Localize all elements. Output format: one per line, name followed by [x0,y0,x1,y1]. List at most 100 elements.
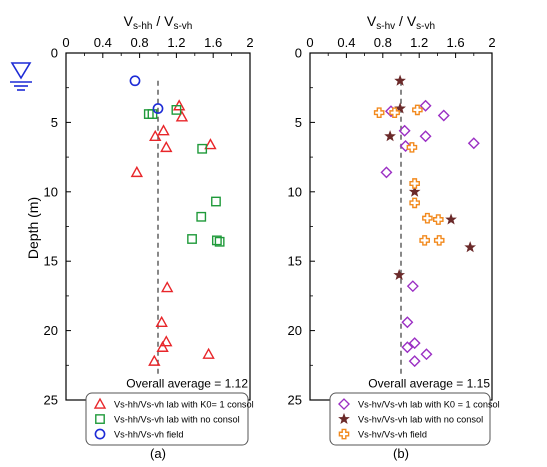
x-tick-label: 0 [306,35,313,50]
data-point [160,140,173,153]
legend-marker [95,414,105,424]
series-vs-hh-vs-vh-field [129,75,164,114]
series-vs-hh-vs-vh-lab-with-k0-1-consol [130,99,217,366]
panel-label: (b) [393,446,409,461]
data-point [433,214,444,225]
data-point [420,348,433,361]
data-point [409,178,420,189]
x-tick-label: 1.2 [410,35,428,50]
series-vs-hv-vs-vh-lab-with-k0-1-consol [380,99,480,368]
data-point [384,130,396,142]
series-vs-hv-vs-vh-lab-with-no-consol [384,74,477,281]
data-point [202,347,215,359]
data-point [399,140,412,152]
data-point [467,137,480,150]
data-point [419,130,432,143]
x-axis-label: Vs-hh / Vs-vh [124,13,193,32]
data-point [412,104,423,116]
data-point [394,74,406,86]
data-point [187,234,197,244]
legend-marker [94,428,106,440]
y-tick-label: 20 [44,323,58,338]
data-point [211,235,222,246]
y-tick-label: 15 [44,254,58,269]
y-tick-label: 0 [51,46,58,61]
data-point [394,102,406,114]
legend-box [85,392,249,446]
data-point [155,315,168,327]
data-point [406,280,419,293]
data-point [196,211,207,222]
overall-average-label: Overall average = 1.12 [126,376,248,390]
data-point [389,107,400,118]
y-tick-label: 0 [295,46,302,61]
data-point [373,107,385,118]
y-tick-label: 5 [51,115,58,130]
data-point [401,341,414,354]
data-point [156,340,169,352]
y-tick-label: 10 [288,184,302,199]
legend-entry: Vs-hv/Vs-vh lab with no consol [358,415,483,425]
water-table-icon [10,62,32,91]
data-point [408,185,421,197]
data-point [171,105,182,115]
data-point [211,196,221,207]
x-tick-label: 1.6 [204,35,222,50]
x-tick-label: 0.8 [374,35,392,50]
data-point [161,281,174,293]
legend-entry: Vs-hh/Vs-vh field [114,430,183,440]
x-tick-label: 0 [62,35,69,50]
x-tick-label: 0.4 [337,35,355,50]
data-point [175,110,189,122]
data-point [380,166,393,179]
y-tick-label: 5 [295,115,302,130]
data-point [204,138,217,150]
data-point [160,335,173,347]
data-point [419,99,432,112]
x-tick-label: 2 [246,35,253,50]
legend-entry: Vs-hh/Vs-vh lab with no consol [114,415,240,425]
data-point [129,75,141,87]
y-tick-label: 25 [44,393,58,408]
y-tick-label: 25 [288,393,302,408]
legend-marker [338,412,350,425]
data-point [152,103,164,114]
data-point [147,109,158,119]
data-point [419,235,430,246]
y-axis-label: Depth (m) [25,197,41,259]
data-point [406,142,418,153]
data-point [214,236,225,247]
data-point [149,129,162,141]
legend-entry: Vs-hh/Vs-vh lab with K0= 1 consol [114,400,254,410]
data-point [408,355,421,368]
data-point [409,197,420,209]
data-point [408,337,421,350]
x-tick-label: 0.8 [131,35,149,50]
legend-marker [93,397,107,409]
legend-entry: Vs-hv/Vs-vh lab with K0 = 1 consol [358,400,500,410]
legend-entry: Vs-hv/Vs-vh field [358,430,427,440]
y-tick-label: 10 [44,184,58,199]
y-tick-label: 15 [288,254,302,269]
y-tick-label: 20 [288,323,302,338]
data-point [464,241,477,253]
data-point [422,212,433,224]
x-axis-label: Vs-hv / Vs-vh [367,13,435,32]
data-point [393,268,406,281]
data-point [148,354,161,366]
data-point [445,213,457,225]
data-point [398,124,411,137]
data-point [197,143,208,154]
data-point [130,165,144,178]
data-point [437,109,450,122]
series-vs-hh-vs-vh-lab-with-no-consol [143,105,225,247]
data-point [433,235,445,246]
legend-marker [338,398,350,411]
series-vs-hv-vs-vh-field [373,104,445,246]
x-tick-label: 1.2 [167,35,185,50]
panel-label: (a) [150,446,166,461]
legend-marker [338,428,350,440]
x-tick-label: 2 [488,35,495,50]
